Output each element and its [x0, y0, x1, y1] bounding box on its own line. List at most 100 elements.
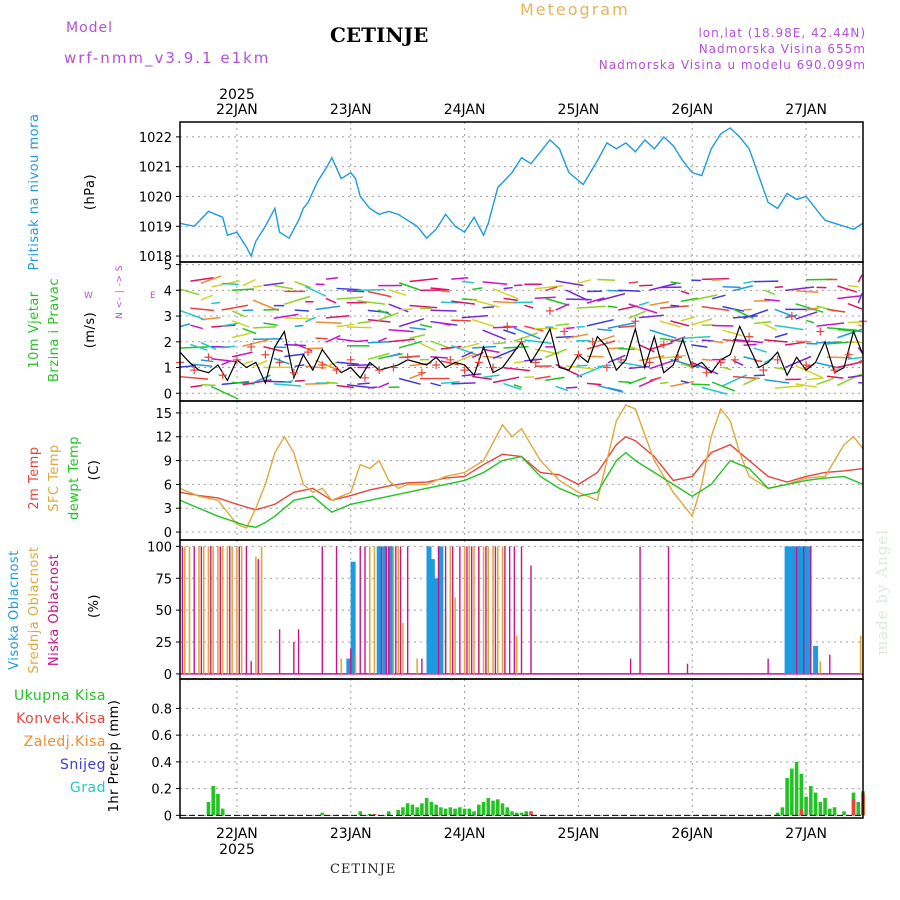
wind-barb: [451, 344, 480, 357]
wind-barb: [847, 341, 863, 344]
wind-gust-marker: [474, 358, 483, 367]
cloud-unit: (%): [87, 594, 102, 618]
wind-barb: [701, 386, 728, 395]
total-precip-bar: [386, 811, 391, 816]
total-precip-bar: [206, 801, 211, 816]
wind-gust-marker: [659, 340, 668, 349]
wind-barb: [555, 280, 584, 287]
wind-gust-marker: [318, 360, 327, 369]
y-tick-label: 12: [155, 431, 172, 446]
wind-barb: [242, 360, 254, 366]
wind-barb: [440, 345, 462, 350]
wind-barb: [294, 281, 312, 289]
wind-barb: [430, 309, 457, 312]
wind-barb: [472, 375, 492, 380]
lonlat-info: lon,lat (18.98E, 42.44N): [698, 26, 866, 40]
wind-barb: [837, 328, 863, 333]
pressure-unit: (hPa): [83, 174, 98, 210]
wind-barb: [190, 324, 203, 330]
wind-barb: [753, 320, 772, 325]
wind-barb: [857, 359, 863, 364]
wind-barb: [430, 287, 449, 291]
total-precip-bar: [434, 804, 438, 816]
wind-barb: [461, 342, 480, 349]
y-tick-label: 0: [164, 809, 172, 824]
wind-barb: [524, 376, 535, 379]
wind-barb: [670, 380, 695, 388]
wind-barb: [398, 317, 425, 328]
wind-barb: [419, 323, 433, 328]
wind-barb: [628, 376, 647, 385]
wind-barb: [732, 315, 758, 319]
wind-barb: [837, 285, 858, 293]
top-year-label: 2025: [219, 87, 255, 103]
wind-barb: [461, 373, 482, 377]
wind-barb: [200, 341, 217, 350]
top-day-label: 23JAN: [330, 102, 372, 118]
wind-gust-marker: [460, 366, 469, 375]
wind-gust-marker: [446, 355, 455, 364]
wind-barb: [367, 340, 392, 344]
model-elevation-info: Nadmorska Visina u modelu 690.099m: [598, 58, 866, 72]
precip-legend-1: Konvek.Kisa: [16, 711, 106, 727]
total-precip-bar: [809, 785, 813, 816]
wind-barb: [304, 285, 327, 297]
wind-gust-marker: [702, 368, 711, 377]
wind-gust-marker: [830, 366, 839, 375]
precip-legend-3: Snijeg: [60, 757, 106, 773]
wind-barb: [190, 277, 214, 282]
wind-barb: [753, 374, 765, 377]
bottom-day-label: 23JAN: [330, 826, 372, 842]
wind-barb: [649, 329, 677, 339]
wind-barb: [492, 376, 520, 384]
wind-barb: [471, 298, 500, 308]
wind-barb: [753, 347, 767, 353]
total-precip-bar: [519, 812, 524, 816]
wind-gust-marker: [787, 312, 796, 321]
y-tick-label: 1018: [139, 250, 172, 265]
total-precip-bar: [443, 808, 448, 816]
wind-barb: [680, 316, 696, 322]
wind-barb: [221, 345, 236, 349]
wind-barb: [325, 361, 338, 367]
wind-barb: [388, 303, 409, 313]
wind-barb: [190, 363, 213, 367]
y-tick-label: 2: [164, 336, 172, 351]
made-by-credit: made by Angel: [873, 528, 891, 655]
wind-barb: [211, 358, 237, 363]
wind-barb: [377, 312, 399, 322]
wind-barb: [430, 340, 452, 350]
wind-barb: [659, 305, 689, 309]
y-tick-label: 3: [164, 310, 172, 325]
wind-barb: [732, 375, 760, 380]
wind-barb: [513, 332, 538, 342]
wind-barb: [712, 278, 723, 281]
wind-barb: [555, 363, 583, 378]
wind-barb: [398, 340, 422, 349]
wind-barb: [607, 354, 626, 364]
wind-barb: [576, 364, 588, 367]
wind-barb: [482, 355, 503, 359]
total-precip-bar: [775, 812, 780, 816]
wind-barb: [774, 324, 804, 331]
wind-barb: [325, 334, 341, 343]
wind-barb: [722, 366, 732, 371]
wind-barb: [857, 274, 863, 283]
wind-barb: [388, 329, 414, 333]
total-precip-bar: [486, 797, 491, 816]
wind-barb: [242, 327, 257, 335]
wind-gust-marker: [360, 373, 369, 382]
station-title: CETINJE: [330, 23, 429, 47]
wind-gust-marker: [275, 358, 284, 367]
wind-barb: [534, 284, 564, 290]
wind-barb: [513, 327, 541, 340]
wind-barb: [638, 301, 649, 306]
convective-precip-bar: [799, 808, 804, 816]
wind-barb: [503, 286, 513, 290]
wind-barb: [273, 383, 302, 387]
wind-barb: [179, 323, 191, 328]
total-precip-bar: [220, 808, 225, 816]
wind-barb: [221, 360, 230, 366]
wind-barb: [857, 323, 863, 328]
wind-barb: [607, 321, 636, 329]
